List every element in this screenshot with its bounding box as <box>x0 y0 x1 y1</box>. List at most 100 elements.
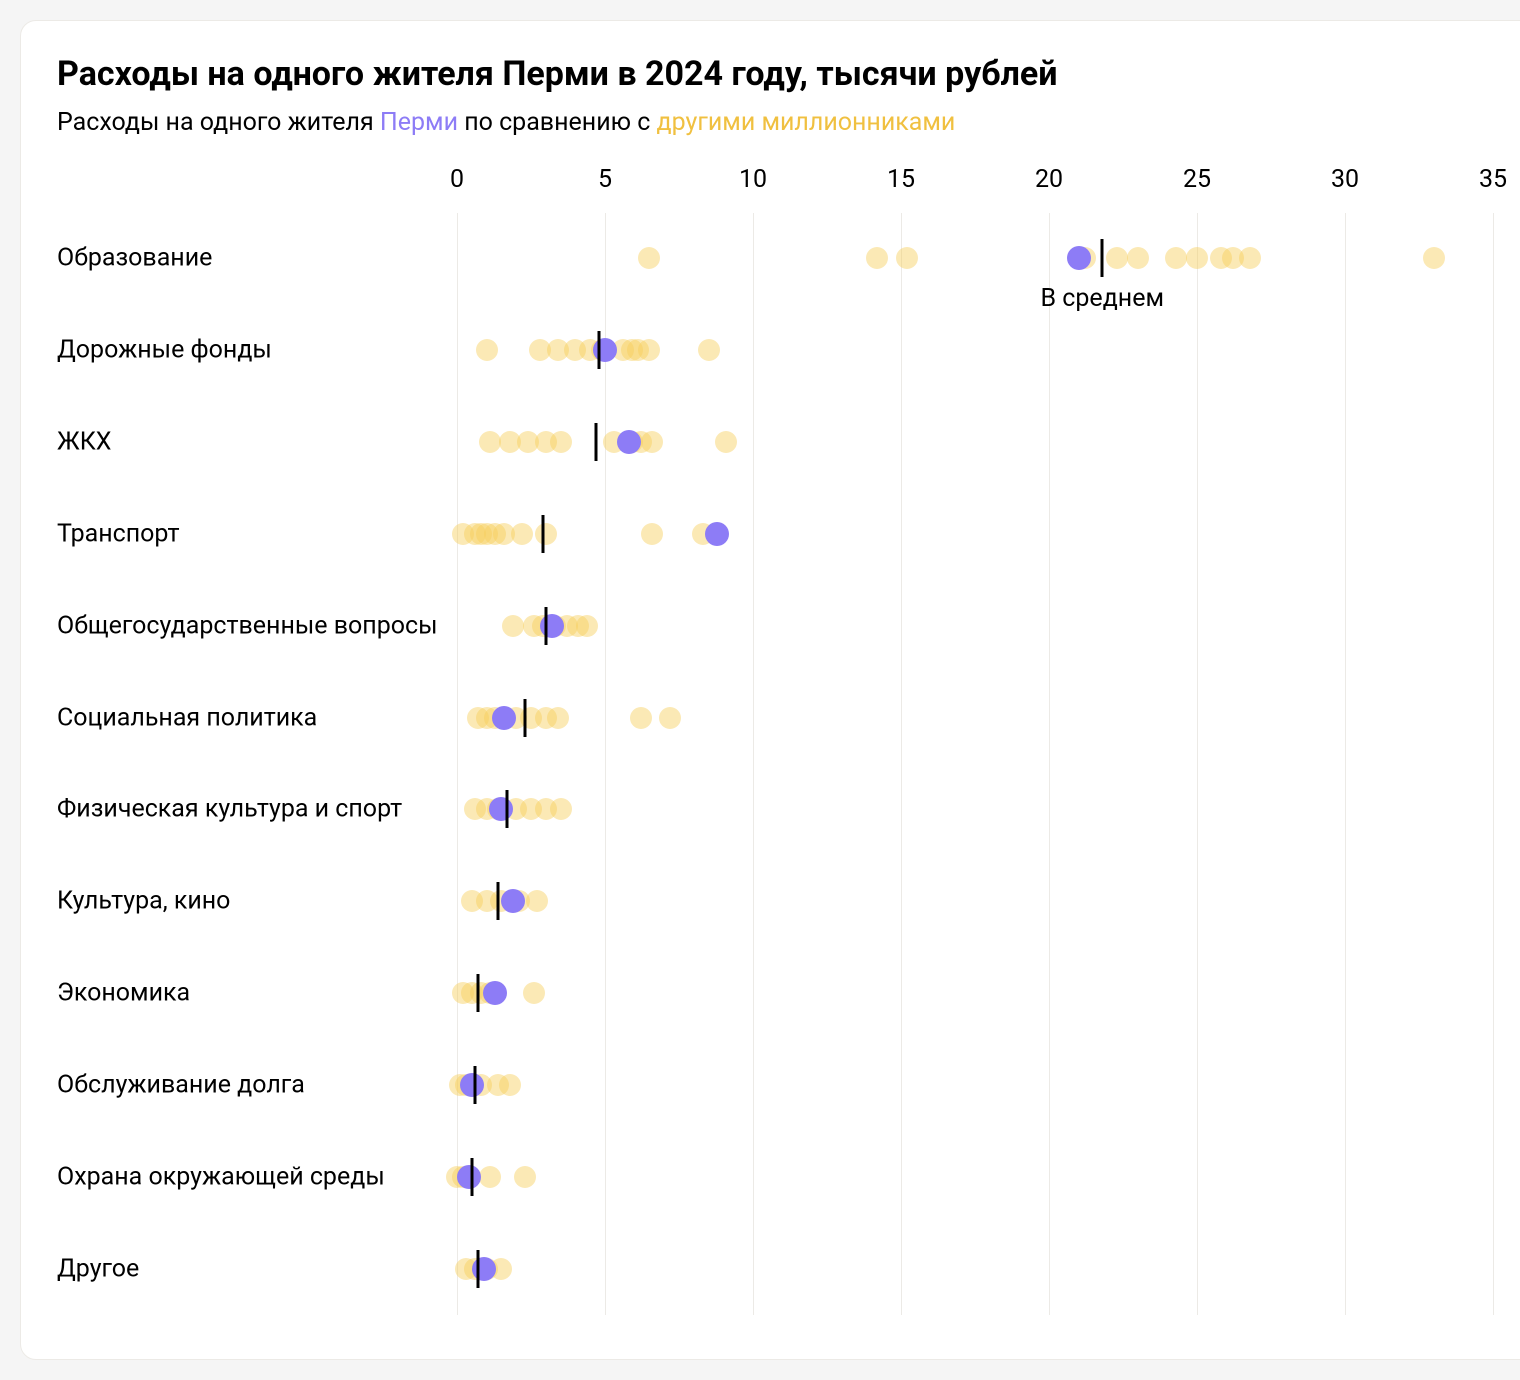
row-track <box>457 763 1493 855</box>
mean-tick <box>470 1158 473 1196</box>
other-city-dot <box>523 982 545 1004</box>
rows-container: ОбразованиеВ среднемДорожные фондыЖКХТра… <box>457 213 1493 1315</box>
subtitle-part-1: Расходы на одного жителя <box>57 108 380 137</box>
row-track <box>457 1131 1493 1223</box>
category-label: Образование <box>57 244 445 273</box>
category-row: Другое <box>457 1223 1493 1315</box>
other-city-dot <box>479 431 501 453</box>
category-label: Культура, кино <box>57 887 445 916</box>
other-city-dot <box>550 431 572 453</box>
row-track <box>457 672 1493 764</box>
category-label: Общегосударственные вопросы <box>57 611 445 640</box>
other-city-dot <box>698 339 720 361</box>
mean-tick <box>595 423 598 461</box>
x-axis-tick-label: 35 <box>1479 165 1507 194</box>
category-row: Экономика <box>457 947 1493 1039</box>
mean-tick <box>476 974 479 1012</box>
other-city-dot <box>638 339 660 361</box>
category-label: Дорожные фонды <box>57 336 445 365</box>
row-track <box>457 580 1493 672</box>
category-label: Транспорт <box>57 519 445 548</box>
other-city-dot <box>1186 247 1208 269</box>
other-city-dot <box>715 431 737 453</box>
other-city-dot <box>526 890 548 912</box>
other-city-dot <box>576 615 598 637</box>
other-city-dot <box>1165 247 1187 269</box>
subtitle-part-perm: Перми <box>380 108 458 137</box>
chart-title: Расходы на одного жителя Перми в 2024 го… <box>57 53 1503 96</box>
x-axis-tick-label: 20 <box>1035 165 1063 194</box>
category-label: Физическая культура и спорт <box>57 795 445 824</box>
mean-tick <box>524 699 527 737</box>
x-axis-tick-label: 15 <box>887 165 915 194</box>
perm-dot <box>472 1257 496 1281</box>
perm-dot <box>617 430 641 454</box>
perm-dot <box>460 1073 484 1097</box>
category-row: Культура, кино <box>457 855 1493 947</box>
category-row: ЖКХ <box>457 396 1493 488</box>
category-row: Общегосударственные вопросы <box>457 580 1493 672</box>
category-row: Дорожные фонды <box>457 304 1493 396</box>
gridline <box>1493 213 1494 1315</box>
row-track <box>457 1039 1493 1131</box>
mean-tick <box>473 1066 476 1104</box>
other-city-dot <box>1106 247 1128 269</box>
other-city-dot <box>511 523 533 545</box>
other-city-dot <box>1423 247 1445 269</box>
other-city-dot <box>1239 247 1261 269</box>
other-city-dot <box>896 247 918 269</box>
perm-dot <box>492 706 516 730</box>
perm-dot <box>1067 246 1091 270</box>
subtitle-part-3: по сравнению с <box>458 108 657 137</box>
row-track <box>457 304 1493 396</box>
x-axis-tick-label: 30 <box>1331 165 1359 194</box>
other-city-dot <box>535 523 557 545</box>
mean-tick <box>1101 239 1104 277</box>
category-label: Экономика <box>57 979 445 1008</box>
other-city-dot <box>1127 247 1149 269</box>
category-row: Транспорт <box>457 488 1493 580</box>
x-axis-tick-label: 10 <box>739 165 767 194</box>
plot-area: 05101520253035 ОбразованиеВ среднемДорож… <box>457 165 1493 1315</box>
row-track <box>457 947 1493 1039</box>
other-city-dot <box>499 1074 521 1096</box>
category-label: Охрана окружающей среды <box>57 1162 445 1191</box>
mean-tick <box>497 882 500 920</box>
subtitle-part-others: другими миллионниками <box>657 108 956 137</box>
mean-tick <box>541 515 544 553</box>
category-row: Обслуживание долга <box>457 1039 1493 1131</box>
other-city-dot <box>659 707 681 729</box>
x-axis-tick-label: 5 <box>598 165 612 194</box>
category-label: Социальная политика <box>57 703 445 732</box>
category-row: ОбразованиеВ среднем <box>457 213 1493 305</box>
row-track <box>457 396 1493 488</box>
category-label: Обслуживание долга <box>57 1070 445 1099</box>
category-label: Другое <box>57 1254 445 1283</box>
mean-tick <box>544 607 547 645</box>
other-city-dot <box>638 247 660 269</box>
mean-tick <box>506 790 509 828</box>
row-track <box>457 855 1493 947</box>
row-track <box>457 1223 1493 1315</box>
chart-card: Расходы на одного жителя Перми в 2024 го… <box>20 20 1520 1360</box>
category-row: Социальная политика <box>457 672 1493 764</box>
other-city-dot <box>641 523 663 545</box>
plot-wrap: 05101520253035 ОбразованиеВ среднемДорож… <box>57 165 1503 1315</box>
other-city-dot <box>479 1166 501 1188</box>
other-city-dot <box>866 247 888 269</box>
perm-dot <box>705 522 729 546</box>
perm-dot <box>457 1165 481 1189</box>
other-city-dot <box>514 1166 536 1188</box>
other-city-dot <box>502 615 524 637</box>
x-axis-tick-label: 0 <box>450 165 464 194</box>
x-axis-ticks: 05101520253035 <box>457 165 1493 201</box>
x-axis-tick-label: 25 <box>1183 165 1211 194</box>
other-city-dot <box>550 798 572 820</box>
perm-dot <box>489 797 513 821</box>
category-label: ЖКХ <box>57 428 445 457</box>
other-city-dot <box>476 339 498 361</box>
perm-dot <box>483 981 507 1005</box>
other-city-dot <box>547 707 569 729</box>
category-row: Физическая культура и спорт <box>457 763 1493 855</box>
other-city-dot <box>630 707 652 729</box>
